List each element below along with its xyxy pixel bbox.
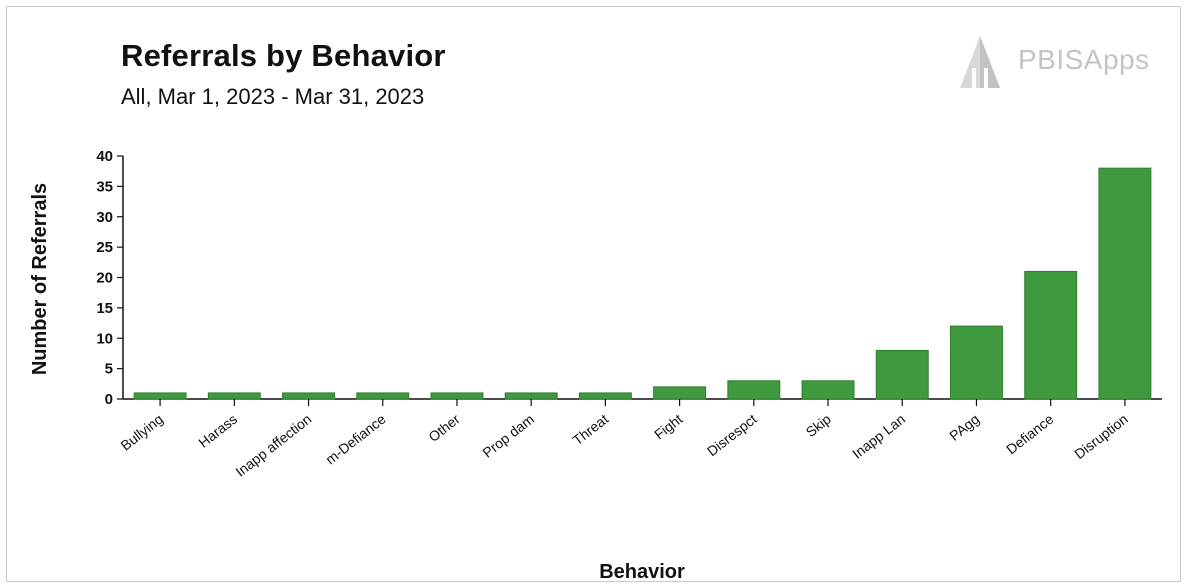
bar [504, 392, 558, 400]
chart-title: Referrals by Behavior [121, 38, 446, 73]
bar [653, 386, 707, 400]
y-tick-label: 40 [96, 148, 113, 165]
x-axis-label: Behavior [599, 561, 685, 583]
x-tick-label: Inapp Lan [849, 411, 908, 462]
x-tick-label: Bullying [117, 411, 165, 454]
bar [356, 392, 410, 400]
x-tick-label: Inapp affection [232, 411, 314, 480]
x-tick-label: Other [425, 411, 463, 445]
bar [430, 392, 484, 400]
y-tick-label: 30 [96, 209, 113, 226]
x-tick-label: Skip [803, 411, 834, 441]
x-tick-label: Disrespct [704, 411, 760, 460]
x-tick-label: Harass [195, 411, 240, 451]
y-tick-label: 20 [96, 270, 113, 287]
pbis-logo-icon [960, 36, 1000, 88]
bar [1024, 270, 1078, 400]
logo-text: PBISApps [1018, 44, 1150, 75]
bar [207, 392, 261, 400]
y-tick-label: 0 [105, 391, 113, 408]
x-tick-label: Threat [569, 411, 611, 449]
y-tick-label: 5 [105, 361, 113, 378]
bar [875, 349, 929, 400]
bar [282, 392, 336, 400]
x-tick-label: Prop dam [479, 411, 537, 461]
x-tick-label: PAgg [946, 411, 982, 444]
bar [949, 325, 1003, 400]
y-axis-label: Number of Referrals [29, 183, 51, 375]
chart-subtitle: All, Mar 1, 2023 - Mar 31, 2023 [121, 84, 425, 109]
bar [801, 380, 855, 400]
bar [727, 380, 781, 400]
y-tick-label: 35 [96, 178, 113, 195]
y-tick-label: 25 [96, 239, 113, 256]
bar [1098, 167, 1152, 400]
y-tick-label: 10 [96, 330, 113, 347]
x-tick-label: Fight [651, 411, 685, 443]
chart-frame [6, 6, 1181, 582]
bar [133, 392, 187, 400]
bar [578, 392, 632, 400]
x-tick-label: Disruption [1071, 411, 1131, 462]
x-tick-label: Defiance [1003, 411, 1057, 458]
y-tick-label: 15 [96, 300, 113, 317]
x-tick-label: m-Defiance [322, 411, 388, 468]
